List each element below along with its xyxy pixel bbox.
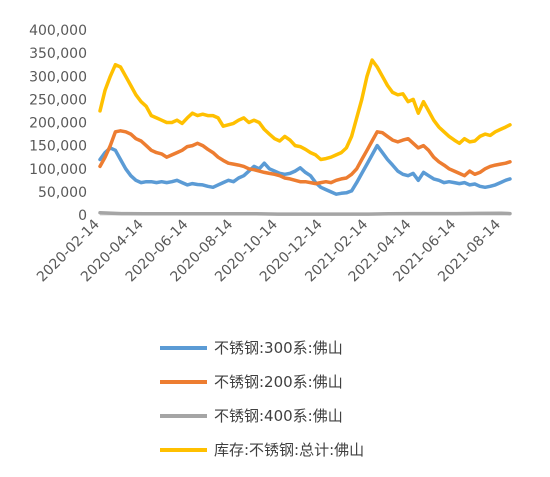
series-line-1 <box>98 143 512 196</box>
series-line-4 <box>98 58 512 162</box>
x-axis: 2020-02-142020-04-142020-06-142020-08-14… <box>34 214 510 285</box>
y-tick-label: 0 <box>78 208 87 224</box>
y-tick-label: 350,000 <box>29 46 87 62</box>
legend-label-3: 不锈钢:400系:佛山 <box>214 407 343 425</box>
y-tick-label: 150,000 <box>29 139 87 155</box>
series-line-2 <box>98 129 512 186</box>
y-tick-label: 250,000 <box>29 92 87 108</box>
y-tick-label: 100,000 <box>29 162 87 178</box>
legend: 不锈钢:300系:佛山不锈钢:200系:佛山不锈钢:400系:佛山库存:不锈钢:… <box>160 339 364 459</box>
legend-label-1: 不锈钢:300系:佛山 <box>214 339 343 357</box>
y-tick-label: 50,000 <box>38 185 87 201</box>
y-tick-label: 300,000 <box>29 69 87 85</box>
series-line-3 <box>98 210 512 216</box>
plot-area <box>98 58 512 216</box>
legend-label-2: 不锈钢:200系:佛山 <box>214 373 343 391</box>
legend-label-4: 库存:不锈钢:总计:佛山 <box>214 441 364 459</box>
y-tick-label: 400,000 <box>29 23 87 39</box>
y-tick-label: 200,000 <box>29 116 87 132</box>
y-axis: 0 50,000 100,000 150,000 200,000 250,000 300,0… <box>29 23 87 224</box>
